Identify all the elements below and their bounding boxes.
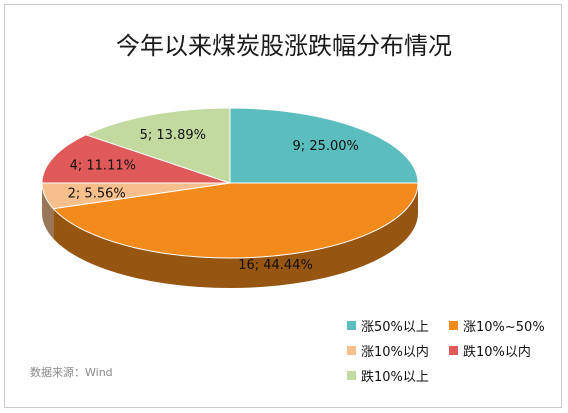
legend-item-2: 涨10%以内 — [347, 341, 429, 360]
data-label-0: 9; 25.00% — [293, 139, 359, 154]
legend-swatch — [347, 371, 356, 380]
legend-label: 涨50%以上 — [361, 320, 429, 335]
pie-slice-3[interactable] — [41, 134, 231, 184]
pie-side-1 — [53, 183, 419, 288]
legend-swatch — [347, 321, 356, 330]
data-label-2: 2; 5.56% — [68, 186, 126, 201]
legend-label: 跌10%以上 — [361, 370, 429, 385]
data-label-4: 5; 13.89% — [140, 128, 206, 143]
legend-item-4: 跌10%以上 — [347, 366, 429, 385]
legend-label: 跌10%以内 — [463, 345, 531, 360]
chart-title: 今年以来煤炭股涨跌幅分布情况 — [116, 32, 452, 60]
legend-label: 涨10%以内 — [361, 345, 429, 360]
legend-label: 涨10%~50% — [463, 320, 545, 335]
legend-swatch — [347, 346, 356, 355]
data-label-3: 4; 11.11% — [70, 159, 136, 174]
legend-swatch — [449, 346, 458, 355]
legend-item-3: 跌10%以内 — [449, 341, 531, 360]
data-source: 数据来源：Wind — [30, 366, 113, 379]
pie-slice-0[interactable] — [229, 107, 419, 184]
legend-item-1: 涨10%~50% — [449, 316, 545, 335]
legend-item-0: 涨50%以上 — [347, 316, 429, 335]
pie-slice-1[interactable] — [52, 182, 419, 259]
pie-slice-4[interactable] — [84, 107, 231, 184]
legend-swatch — [449, 321, 458, 330]
data-label-1: 16; 44.44% — [238, 258, 313, 273]
